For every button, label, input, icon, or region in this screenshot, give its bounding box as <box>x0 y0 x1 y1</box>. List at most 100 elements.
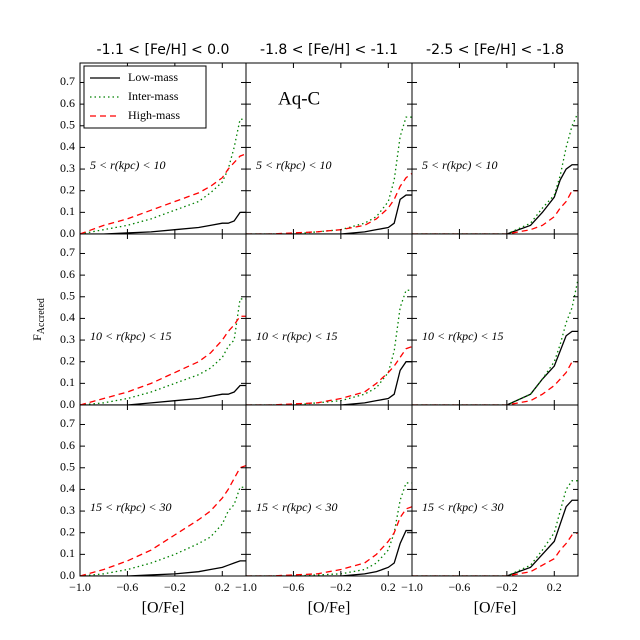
radius-annotation: 10 < r(kpc) < 15 <box>90 329 172 343</box>
y-tick-label: 0.0 <box>60 226 75 240</box>
x-axis-label: [O/Fe] <box>142 600 185 617</box>
x-tick-label: 0.2 <box>215 580 230 594</box>
radius-annotation: 5 < r(kpc) < 10 <box>90 158 166 172</box>
series-line <box>246 506 412 576</box>
y-axis-label: FAccreted <box>30 298 48 341</box>
radius-annotation: 5 < r(kpc) < 10 <box>422 158 498 172</box>
y-tick-label: 0.0 <box>60 568 75 582</box>
series-line <box>412 532 578 576</box>
series-line <box>412 164 578 234</box>
panel: 10 < r(kpc) < 15 <box>245 233 413 406</box>
series-line <box>80 211 246 234</box>
series-line <box>412 361 578 405</box>
x-tick-label: −0.2 <box>330 580 352 594</box>
series-line <box>246 194 412 234</box>
y-tick-label: 0.1 <box>60 375 75 389</box>
column-title: -1.8 < [Fe/H] < -1.1 <box>260 42 398 58</box>
panel-frame <box>245 62 413 235</box>
x-tick-label: −0.2 <box>164 580 186 594</box>
panel: -2.5 < [Fe/H] < -1.8 5 < r(kpc) < 10 <box>411 42 579 235</box>
series-line <box>412 279 578 405</box>
x-tick-label: −0.6 <box>283 580 305 594</box>
series-line <box>246 172 412 234</box>
series-line <box>80 315 246 405</box>
series-line <box>80 486 246 576</box>
x-tick-label: 0.2 <box>381 580 396 594</box>
series-line <box>412 499 578 576</box>
panel: −1.0 −0.6 −0.2 0.2 [O/Fe] 15 < r(kpc) < 30 <box>235 404 413 617</box>
x-tick-label: −1.0 <box>235 580 257 594</box>
panel-frame <box>79 233 247 406</box>
panel-frame <box>79 404 247 577</box>
series-line <box>80 298 246 405</box>
series-line <box>246 345 412 405</box>
x-axis-label: [O/Fe] <box>308 600 351 617</box>
y-tick-label: 0.5 <box>60 460 75 474</box>
y-tick-label: 0.1 <box>60 204 75 218</box>
series-line <box>246 361 412 405</box>
radius-annotation: 10 < r(kpc) < 15 <box>256 329 338 343</box>
x-tick-label: −0.2 <box>496 580 518 594</box>
y-label-sub: Accreted <box>36 298 47 334</box>
panel: −1.0 −0.6 −0.2 0.2 [O/Fe] 15 < r(kpc) < 30 <box>401 404 579 617</box>
y-tick-label: 0.7 <box>60 74 75 88</box>
y-tick-label: 0.3 <box>60 503 75 517</box>
panel: 0.0 0.1 0.2 0.3 0.4 0.5 0.6 0.7 -1.1 < [Fe/H] < … <box>60 42 247 240</box>
radius-annotation: 15 < r(kpc) < 30 <box>256 500 338 514</box>
radius-annotation: 15 < r(kpc) < 30 <box>422 500 504 514</box>
y-tick-label: 0.2 <box>60 182 75 196</box>
y-tick-label: 0.2 <box>60 524 75 538</box>
y-tick-label: 0.0 <box>60 397 75 411</box>
series-line <box>80 384 246 405</box>
x-tick-label: −0.6 <box>449 580 471 594</box>
radius-annotation: 5 < r(kpc) < 10 <box>256 158 332 172</box>
y-tick-label: 0.6 <box>60 438 75 452</box>
y-tick-label: 0.7 <box>60 245 75 259</box>
x-tick-label: −0.6 <box>117 580 139 594</box>
legend-label: Low-mass <box>128 70 178 84</box>
y-tick-label: 0.4 <box>60 481 75 495</box>
panel: 10 < r(kpc) < 15 <box>411 233 579 406</box>
column-title: -1.1 < [Fe/H] < 0.0 <box>97 42 230 58</box>
y-tick-label: 0.2 <box>60 353 75 367</box>
panel-frame <box>411 404 579 577</box>
series-line <box>412 480 578 576</box>
column-title: -2.5 < [Fe/H] < -1.8 <box>426 42 564 58</box>
y-tick-label: 0.3 <box>60 161 75 175</box>
panel-frame <box>245 233 413 406</box>
panel: −1.0 −0.6 −0.2 0.2 0.0 0.1 0.2 0.3 0.4 0.5 0.6 0.7 [… <box>60 404 247 617</box>
legend-label: Inter-mass <box>128 89 179 103</box>
x-tick-label: −1.0 <box>69 580 91 594</box>
y-label-main: F <box>30 334 44 341</box>
y-tick-label: 0.3 <box>60 332 75 346</box>
panel-frame <box>411 233 579 406</box>
radius-annotation: 10 < r(kpc) < 15 <box>422 329 504 343</box>
panel-frame <box>245 404 413 577</box>
y-tick-label: 0.4 <box>60 139 75 153</box>
y-tick-label: 0.6 <box>60 96 75 110</box>
radius-annotation: 15 < r(kpc) < 30 <box>90 500 172 514</box>
legend: Low-mass Inter-mass High-mass <box>83 65 207 129</box>
y-tick-label: 0.5 <box>60 289 75 303</box>
series-line <box>246 529 412 576</box>
series-line <box>80 464 246 576</box>
y-tick-label: 0.7 <box>60 416 75 430</box>
y-tick-label: 0.1 <box>60 546 75 560</box>
panel-frame <box>411 62 579 235</box>
x-tick-label: 0.2 <box>547 580 562 594</box>
y-tick-label: 0.4 <box>60 310 75 324</box>
x-tick-label: −1.0 <box>401 580 423 594</box>
series-line <box>80 560 246 576</box>
series-line <box>246 482 412 576</box>
series-line <box>80 153 246 234</box>
series-line <box>246 116 412 234</box>
panel: 0.0 0.1 0.2 0.3 0.4 0.5 0.6 0.7 10 < r(kpc) < 15… <box>30 233 247 411</box>
x-axis-label: [O/Fe] <box>474 600 517 617</box>
series-line <box>412 112 578 234</box>
panel: -1.8 < [Fe/H] < -1.1 5 < r(kpc) < 10 Aq-C <box>245 42 413 235</box>
series-line <box>412 190 578 234</box>
series-line <box>246 289 412 405</box>
y-tick-label: 0.5 <box>60 118 75 132</box>
y-tick-label: 0.6 <box>60 267 75 281</box>
